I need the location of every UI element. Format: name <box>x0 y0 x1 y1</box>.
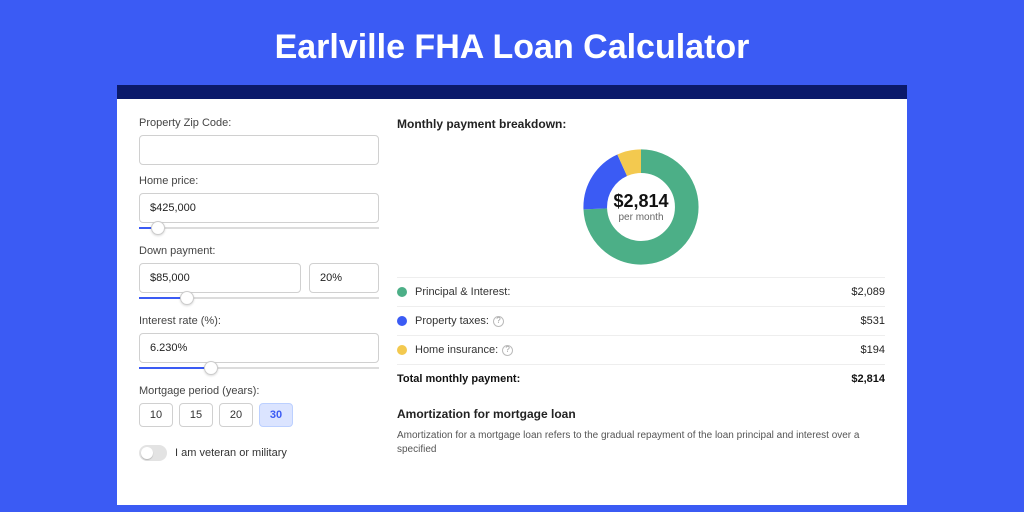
info-icon[interactable]: ? <box>502 345 513 356</box>
interest-rate-input[interactable] <box>139 333 379 363</box>
donut-sub: per month <box>618 212 663 223</box>
period-option-10[interactable]: 10 <box>139 403 173 427</box>
down-payment-percent-input[interactable] <box>309 263 379 293</box>
info-icon[interactable]: ? <box>493 316 504 327</box>
breakdown-title: Monthly payment breakdown: <box>397 117 885 131</box>
page-title: Earlville FHA Loan Calculator <box>0 0 1024 85</box>
calculator-card: Property Zip Code: Home price: Down paym… <box>117 85 907 505</box>
home-price-input[interactable] <box>139 193 379 223</box>
mortgage-period-group: 10152030 <box>139 403 379 427</box>
veteran-toggle[interactable] <box>139 445 167 461</box>
donut-amount: $2,814 <box>613 191 668 212</box>
mortgage-period-label: Mortgage period (years): <box>139 385 379 397</box>
breakdown-value: $194 <box>861 344 885 356</box>
amortization-title: Amortization for mortgage loan <box>397 407 885 421</box>
breakdown-label: Home insurance:? <box>415 344 861 356</box>
breakdown-label: Principal & Interest: <box>415 286 851 298</box>
zip-input[interactable] <box>139 135 379 165</box>
breakdown-column: Monthly payment breakdown: $2,814 per mo… <box>397 117 885 505</box>
total-row: Total monthly payment: $2,814 <box>397 364 885 393</box>
breakdown-value: $2,089 <box>851 286 885 298</box>
breakdown-row: Principal & Interest:$2,089 <box>397 277 885 306</box>
zip-label: Property Zip Code: <box>139 117 379 129</box>
total-value: $2,814 <box>851 373 885 385</box>
breakdown-label: Property taxes:? <box>415 315 861 327</box>
down-payment-amount-input[interactable] <box>139 263 301 293</box>
breakdown-value: $531 <box>861 315 885 327</box>
donut-chart: $2,814 per month <box>397 139 885 277</box>
period-option-20[interactable]: 20 <box>219 403 253 427</box>
veteran-label: I am veteran or military <box>175 447 287 459</box>
period-option-15[interactable]: 15 <box>179 403 213 427</box>
total-label: Total monthly payment: <box>397 373 520 385</box>
down-payment-slider[interactable] <box>139 291 379 305</box>
period-option-30[interactable]: 30 <box>259 403 293 427</box>
breakdown-row: Home insurance:?$194 <box>397 335 885 364</box>
home-price-slider[interactable] <box>139 221 379 235</box>
interest-rate-label: Interest rate (%): <box>139 315 379 327</box>
interest-rate-slider[interactable] <box>139 361 379 375</box>
legend-dot <box>397 287 407 297</box>
down-payment-label: Down payment: <box>139 245 379 257</box>
amortization-text: Amortization for a mortgage loan refers … <box>397 429 885 457</box>
home-price-label: Home price: <box>139 175 379 187</box>
legend-dot <box>397 345 407 355</box>
breakdown-row: Property taxes:?$531 <box>397 306 885 335</box>
inputs-column: Property Zip Code: Home price: Down paym… <box>139 117 379 505</box>
legend-dot <box>397 316 407 326</box>
